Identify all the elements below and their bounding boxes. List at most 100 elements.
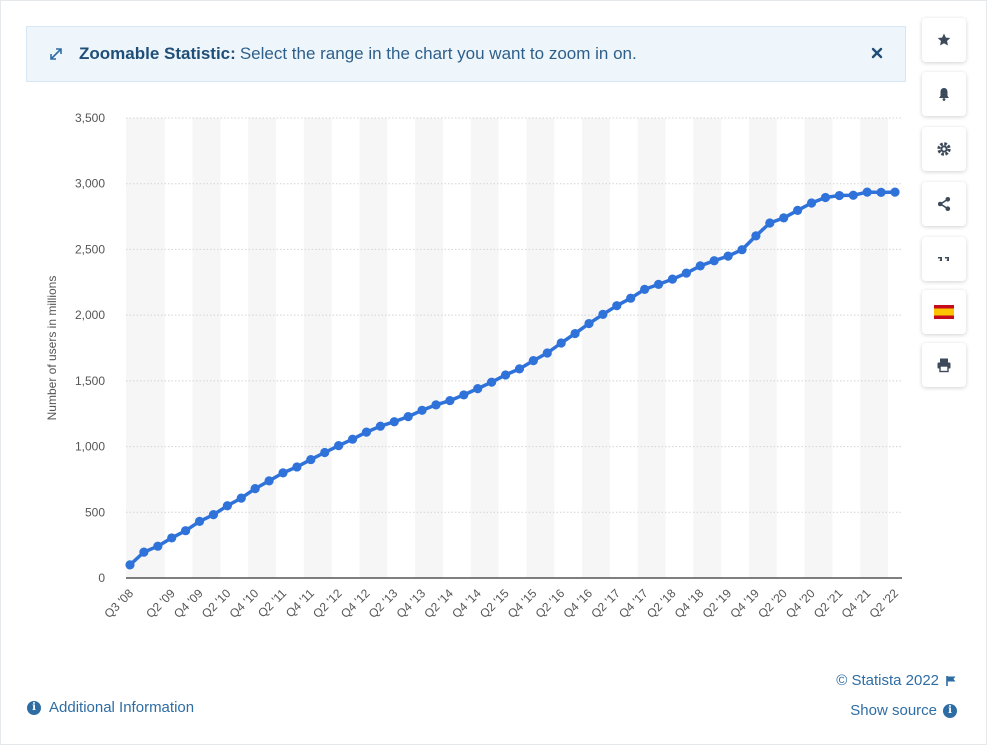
- band: [248, 118, 277, 578]
- x-tick-label: Q4 '13: [394, 586, 429, 621]
- y-tick-label: 3,500: [75, 111, 105, 125]
- flag-icon: [946, 675, 956, 686]
- data-point: [890, 187, 900, 197]
- star-icon: [937, 33, 951, 46]
- data-point: [848, 190, 858, 200]
- data-point: [681, 268, 691, 278]
- data-point: [264, 476, 274, 486]
- data-point: [542, 348, 552, 358]
- settings-button[interactable]: [922, 127, 966, 171]
- banner-title: Zoomable Statistic:: [79, 44, 236, 63]
- show-source-text: Show source: [850, 702, 937, 719]
- y-tick-label: 3,000: [75, 177, 105, 191]
- data-point: [765, 218, 775, 228]
- favorite-button[interactable]: [922, 18, 966, 62]
- data-point: [236, 493, 246, 503]
- y-tick-label: 0: [98, 571, 105, 585]
- x-tick-label: Q2 '16: [533, 586, 568, 621]
- data-point: [751, 231, 761, 241]
- data-point: [584, 318, 594, 329]
- x-tick-label: Q4 '17: [616, 586, 651, 621]
- info-icon: i: [943, 703, 957, 718]
- data-point: [487, 377, 497, 387]
- data-point: [417, 405, 427, 415]
- data-point: [723, 251, 733, 261]
- band: [582, 118, 610, 578]
- data-point: [320, 447, 330, 458]
- gridlines: [126, 117, 902, 579]
- data-point: [361, 427, 372, 437]
- data-point: [403, 412, 413, 422]
- data-point: [653, 279, 664, 289]
- additional-information-link[interactable]: i Additional Information: [27, 699, 194, 716]
- data-point: [514, 364, 525, 374]
- share-button[interactable]: [922, 182, 966, 226]
- data-point: [208, 510, 219, 520]
- band: [126, 118, 165, 578]
- band: [359, 118, 388, 578]
- statista-credit[interactable]: © Statista 2022: [836, 672, 957, 689]
- data-point: [820, 192, 831, 203]
- x-tick-label: Q2 '10: [199, 586, 234, 621]
- data-point: [473, 384, 483, 394]
- data-point: [292, 462, 302, 472]
- x-tick-label: Q3 '08: [101, 586, 136, 621]
- series-line: [125, 187, 900, 570]
- bell-icon: [939, 88, 949, 101]
- x-tick-label: Q4 '09: [171, 586, 206, 621]
- data-point: [375, 421, 385, 431]
- x-tick-label: Q2 '19: [700, 586, 735, 621]
- data-point: [640, 284, 650, 294]
- band: [804, 118, 833, 578]
- data-point: [194, 516, 205, 526]
- y-tick-label: 1,000: [75, 440, 105, 454]
- data-point: [876, 187, 886, 197]
- x-tick-label: Q4 '12: [338, 586, 373, 621]
- data-point: [278, 468, 288, 478]
- data-point: [431, 400, 441, 410]
- data-point: [347, 434, 358, 444]
- data-point: [167, 533, 177, 543]
- x-tick-label: Q2 '17: [588, 586, 623, 621]
- alternating-bands: [126, 118, 889, 578]
- data-point: [222, 501, 232, 511]
- x-tick-label: Q4 '19: [727, 586, 762, 621]
- cite-button[interactable]: [922, 237, 966, 281]
- data-point: [556, 338, 566, 348]
- band: [860, 118, 889, 578]
- x-tick-label: Q4 '20: [783, 586, 818, 621]
- x-tick-label: Q4 '10: [227, 586, 262, 621]
- close-icon[interactable]: [867, 43, 887, 63]
- x-tick-label: Q2 '21: [811, 586, 846, 621]
- quote-icon: [938, 257, 949, 261]
- x-tick-label: Q2 '18: [644, 586, 679, 621]
- band: [192, 118, 221, 578]
- data-point: [528, 356, 538, 366]
- y-axis-label: Number of users in millions: [45, 275, 59, 421]
- x-tick-label: Q2 '12: [310, 586, 345, 621]
- additional-information-text: Additional Information: [49, 699, 195, 716]
- band: [637, 118, 666, 578]
- show-source-link[interactable]: Show source i: [850, 702, 957, 719]
- x-tick-label: Q4 '18: [672, 586, 707, 621]
- language-button[interactable]: [922, 290, 966, 334]
- notification-button[interactable]: [922, 72, 966, 116]
- banner-message: Select the range in the chart you want t…: [239, 44, 637, 63]
- data-point: [125, 560, 135, 570]
- expand-icon: [49, 47, 63, 61]
- print-icon: [937, 358, 951, 373]
- y-tick-label: 2,000: [75, 308, 105, 322]
- data-point: [153, 541, 163, 551]
- band: [470, 118, 499, 578]
- print-button[interactable]: [922, 343, 966, 387]
- data-point: [709, 256, 719, 266]
- x-tick-label: Q4 '16: [560, 586, 595, 621]
- data-point: [695, 261, 705, 271]
- info-icon: i: [27, 700, 41, 715]
- data-point: [139, 547, 149, 557]
- data-point: [806, 198, 817, 208]
- data-point: [737, 245, 747, 255]
- y-tick-label: 1,500: [75, 374, 105, 388]
- data-point: [779, 213, 789, 223]
